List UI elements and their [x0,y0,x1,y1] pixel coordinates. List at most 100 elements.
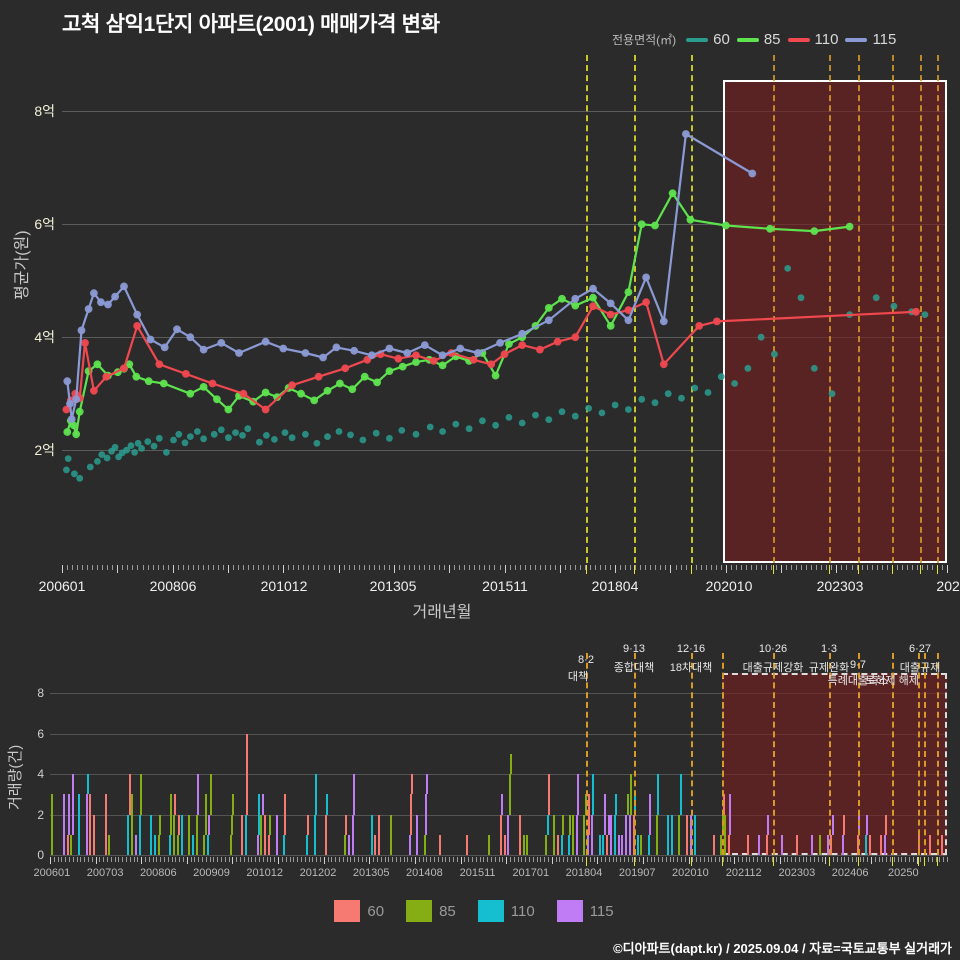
volume-x-tick [810,857,812,862]
volume-annotation-label: 종합대책 [613,662,655,674]
volume-x-tick [699,857,701,862]
price-x-tick-label: 202303 [816,578,864,594]
legend-item-85[interactable]: 85 [736,31,781,48]
price-x-tick [474,565,476,570]
volume-legend-item-85[interactable]: 85 [406,900,456,922]
volume-x-tick [281,857,283,862]
price-x-tick [439,565,441,570]
volume-bar [765,834,768,855]
volume-x-tick [228,857,230,862]
volume-x-tick [620,857,622,862]
volume-x-event-tick [829,857,830,866]
volume-bar [883,834,886,855]
price-x-tick [258,565,260,570]
volume-x-tick [593,857,595,862]
price-x-tick [313,565,315,570]
volume-x-tick [726,857,728,862]
volume-legend-item-60[interactable]: 60 [334,900,384,922]
price-x-tick [635,565,637,570]
volume-legend-item-115[interactable]: 115 [556,900,614,922]
price-x-tick [745,565,747,570]
volume-bar [67,794,70,835]
volume-bar [679,774,682,815]
volume-bar [257,794,260,835]
volume-x-tick [631,857,633,862]
volume-bar [71,774,74,835]
price-x-tick [670,565,672,573]
volume-x-tick [152,857,154,862]
price-x-tick [207,565,209,570]
volume-x-tick [357,857,359,862]
price-x-tick [323,565,325,570]
price-x-event-tick [829,565,830,574]
volume-x-tick [285,857,287,862]
legend-item-110[interactable]: 110 [787,31,838,48]
price-x-tick [519,565,521,570]
volume-annotation-label: 대출규제강화 [742,662,804,674]
volume-x-tick [688,857,690,864]
volume-x-tick [179,857,181,862]
volume-x-tick-label: 200806 [139,867,177,879]
volume-bar [204,794,207,835]
price-x-tick [434,565,436,570]
volume-x-tick [167,857,169,862]
volume-bar [345,814,348,835]
price-x-tick [685,565,687,570]
price-x-tick [574,565,576,570]
volume-x-tick [259,857,260,862]
volume-x-event-tick [586,857,587,866]
price-x-event-tick [773,565,774,574]
volume-bar [409,794,412,835]
volume-x-tick [437,857,439,862]
price-series-110 [62,298,920,414]
price-x-tick [776,565,777,570]
volume-x-tick [426,857,428,862]
price-x-tick [640,565,642,570]
volume-x-tick [209,857,211,862]
legend-item-60[interactable]: 60 [686,31,730,48]
volume-x-tick [126,857,127,862]
price-x-tick [62,565,63,573]
volume-x-tick [730,857,732,862]
price-x-tick [590,565,591,570]
volume-x-event-tick [892,857,893,866]
volume-x-tick [608,857,610,862]
volume-bar [423,834,426,855]
price-x-tick [459,565,461,570]
price-x-tick [544,565,546,570]
price-x-tick [243,565,244,570]
price-x-tick [298,565,300,570]
price-x-tick [549,565,551,570]
volume-x-tick [490,857,492,862]
volume-x-tick [521,857,523,862]
volume-x-tick [855,857,857,862]
legend-label-85: 85 [763,31,781,48]
volume-x-tick [479,857,481,862]
price-x-tick [791,565,793,570]
price-x-tick [494,565,496,570]
volume-legend-swatch-115 [556,900,583,922]
volume-x-tick [422,857,424,862]
volume-x-tick [251,857,253,862]
price-event-line [634,55,636,563]
legend-item-115[interactable]: 115 [845,31,896,48]
volume-bar [577,774,580,815]
volume-x-tick [403,857,405,862]
volume-bar [655,814,658,855]
price-x-tick [886,565,888,570]
volume-bar [678,814,681,855]
volume-x-tick [779,857,781,864]
volume-x-tick [456,857,458,862]
price-event-line [773,55,775,563]
volume-x-tick [825,857,827,864]
price-x-tick [92,565,94,570]
volume-x-tick [646,857,648,862]
volume-x-tick [53,857,55,862]
volume-x-event-tick [858,857,859,866]
volume-chart-legend: 60 85 110 115 [0,900,960,922]
volume-bar [326,794,329,815]
volume-x-tick [202,857,203,862]
volume-x-tick [76,857,78,862]
volume-x-tick [137,857,139,862]
volume-legend-item-110[interactable]: 110 [477,900,535,922]
